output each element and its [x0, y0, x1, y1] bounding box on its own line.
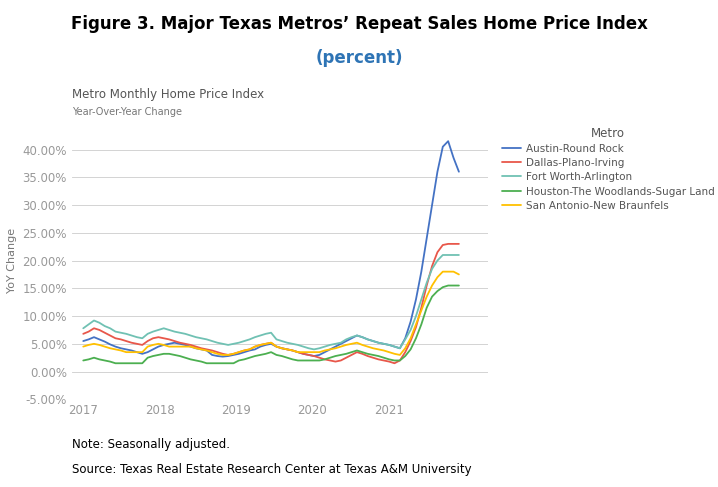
- Houston-The Woodlands-Sugar Land: [444, 282, 452, 288]
- Dallas-Plano-Irving: [439, 242, 447, 248]
- San Antonio-New Braunfels: [444, 269, 452, 275]
- Text: Metro Monthly Home Price Index: Metro Monthly Home Price Index: [72, 88, 264, 101]
- Fort Worth-Arlington: [304, 345, 313, 351]
- Dallas-Plano-Irving: [79, 331, 88, 337]
- Dallas-Plano-Irving: [90, 325, 98, 331]
- Houston-The Woodlands-Sugar Land: [309, 357, 318, 363]
- Fort Worth-Arlington: [79, 325, 88, 331]
- Houston-The Woodlands-Sugar Land: [90, 355, 98, 360]
- San Antonio-New Braunfels: [454, 272, 463, 278]
- San Antonio-New Braunfels: [267, 340, 276, 346]
- Line: Fort Worth-Arlington: Fort Worth-Arlington: [83, 255, 459, 349]
- Text: Source: Texas Real Estate Research Center at Texas A&M University: Source: Texas Real Estate Research Cente…: [72, 463, 472, 476]
- Fort Worth-Arlington: [133, 334, 141, 340]
- Austin-Round Rock: [267, 341, 276, 347]
- Fort Worth-Arlington: [439, 252, 447, 258]
- Dallas-Plano-Irving: [133, 341, 141, 347]
- San Antonio-New Braunfels: [133, 349, 141, 355]
- Fort Worth-Arlington: [454, 252, 463, 258]
- Fort Worth-Arlington: [309, 346, 318, 352]
- Text: (percent): (percent): [315, 49, 403, 67]
- Austin-Round Rock: [439, 144, 447, 150]
- Text: Note: Seasonally adjusted.: Note: Seasonally adjusted.: [72, 438, 230, 451]
- San Antonio-New Braunfels: [90, 341, 98, 347]
- Text: Figure 3. Major Texas Metros’ Repeat Sales Home Price Index: Figure 3. Major Texas Metros’ Repeat Sal…: [70, 15, 648, 33]
- Line: Dallas-Plano-Irving: Dallas-Plano-Irving: [83, 244, 459, 363]
- San Antonio-New Braunfels: [218, 352, 227, 358]
- Austin-Round Rock: [79, 338, 88, 344]
- Austin-Round Rock: [133, 349, 141, 355]
- Dallas-Plano-Irving: [454, 241, 463, 247]
- Austin-Round Rock: [90, 334, 98, 340]
- Fort Worth-Arlington: [261, 331, 270, 337]
- Austin-Round Rock: [218, 354, 227, 359]
- San Antonio-New Braunfels: [309, 349, 318, 355]
- Austin-Round Rock: [422, 235, 431, 241]
- Line: Houston-The Woodlands-Sugar Land: Houston-The Woodlands-Sugar Land: [83, 285, 459, 363]
- San Antonio-New Braunfels: [439, 269, 447, 275]
- Dallas-Plano-Irving: [390, 360, 398, 366]
- Fort Worth-Arlington: [90, 318, 98, 323]
- Austin-Round Rock: [444, 138, 452, 144]
- Line: Austin-Round Rock: Austin-Round Rock: [83, 141, 459, 356]
- Houston-The Woodlands-Sugar Land: [79, 357, 88, 363]
- Austin-Round Rock: [309, 353, 318, 359]
- Line: San Antonio-New Braunfels: San Antonio-New Braunfels: [83, 272, 459, 355]
- Austin-Round Rock: [454, 169, 463, 175]
- Houston-The Woodlands-Sugar Land: [422, 305, 431, 311]
- Dallas-Plano-Irving: [261, 341, 270, 347]
- Houston-The Woodlands-Sugar Land: [454, 282, 463, 288]
- Houston-The Woodlands-Sugar Land: [111, 360, 120, 366]
- Y-axis label: YoY Change: YoY Change: [7, 228, 17, 293]
- Fort Worth-Arlington: [422, 280, 431, 286]
- Houston-The Woodlands-Sugar Land: [138, 360, 146, 366]
- Fort Worth-Arlington: [444, 252, 452, 258]
- Text: Year-Over-Year Change: Year-Over-Year Change: [72, 107, 182, 117]
- Legend: Austin-Round Rock, Dallas-Plano-Irving, Fort Worth-Arlington, Houston-The Woodla: Austin-Round Rock, Dallas-Plano-Irving, …: [502, 127, 714, 211]
- San Antonio-New Braunfels: [79, 344, 88, 350]
- San Antonio-New Braunfels: [422, 294, 431, 300]
- Houston-The Woodlands-Sugar Land: [439, 284, 447, 290]
- Dallas-Plano-Irving: [422, 282, 431, 288]
- Dallas-Plano-Irving: [304, 352, 313, 358]
- Dallas-Plano-Irving: [444, 241, 452, 247]
- Houston-The Woodlands-Sugar Land: [267, 349, 276, 355]
